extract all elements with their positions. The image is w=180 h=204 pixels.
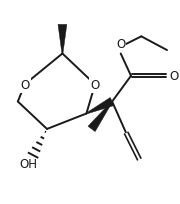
Text: O: O xyxy=(90,79,100,91)
Text: O: O xyxy=(170,70,179,83)
Text: O: O xyxy=(116,38,125,51)
Text: OH: OH xyxy=(19,157,37,170)
Polygon shape xyxy=(86,98,114,114)
Polygon shape xyxy=(58,25,67,54)
Text: O: O xyxy=(20,79,29,91)
Polygon shape xyxy=(88,102,112,132)
